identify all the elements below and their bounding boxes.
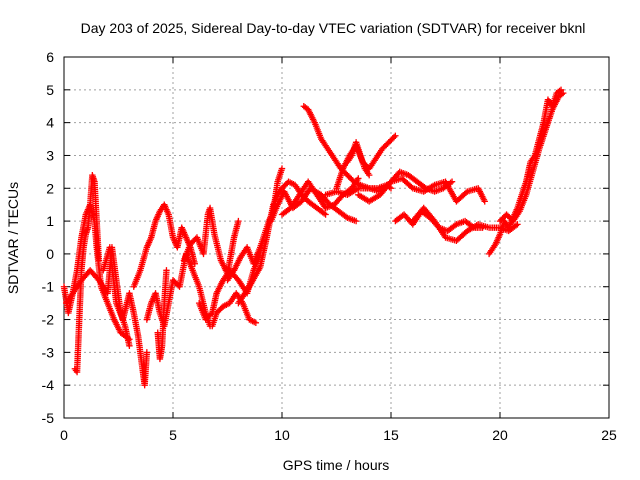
data-point: [556, 87, 563, 95]
axis-ticks: [63, 56, 610, 419]
data-point: [191, 260, 198, 267]
series-track-4: [100, 244, 151, 389]
y-tick-label: 0: [46, 246, 54, 262]
data-point: [235, 217, 242, 225]
chart-title: Day 203 of 2025, Sidereal Day-to-day VTE…: [81, 20, 586, 36]
series-track-2: [71, 171, 103, 376]
data-point: [387, 185, 395, 192]
y-tick-label: 5: [46, 82, 54, 98]
y-tick-label: 4: [46, 115, 54, 131]
series-track-23: [496, 89, 567, 225]
series-track-8: [180, 204, 242, 277]
y-tick-label: 2: [46, 180, 54, 196]
x-tick-label: 25: [601, 427, 617, 443]
data-point: [392, 132, 399, 139]
data-point: [512, 222, 520, 229]
data-point: [355, 175, 362, 182]
series-track-21: [409, 204, 521, 244]
x-tick-label: 0: [60, 427, 68, 443]
series-track-10: [209, 290, 260, 330]
data-point: [514, 221, 521, 228]
x-tick-label: 15: [383, 427, 399, 443]
y-tick-label: -5: [42, 410, 55, 426]
data-point: [143, 349, 151, 356]
y-tick-label: -2: [42, 312, 55, 328]
data-point: [366, 171, 373, 179]
series-track-12: [235, 178, 329, 307]
data-point: [320, 210, 328, 217]
data-point: [448, 178, 456, 185]
x-tick-label: 5: [169, 427, 177, 443]
axis-tick-labels: 0 5 10 15 20 25 -5 -4 -3 -2 -1 0 1 2 3 4 5 6: [42, 49, 617, 443]
data-point: [481, 198, 488, 205]
data-point: [95, 257, 103, 264]
y-tick-label: -1: [42, 279, 55, 295]
data-marks: [60, 86, 567, 389]
series-track-13: [267, 185, 360, 225]
y-tick-label: 1: [46, 213, 54, 229]
x-tick-label: 10: [274, 427, 290, 443]
y-tick-label: 3: [46, 147, 54, 163]
data-point: [390, 133, 398, 141]
series-track-15: [300, 103, 395, 192]
x-axis-title: GPS time / hours: [283, 457, 390, 473]
data-point: [558, 90, 565, 98]
series-track-7: [154, 267, 170, 363]
y-tick-label: -4: [42, 377, 55, 393]
series-track-5: [130, 201, 198, 290]
data-point: [163, 267, 170, 274]
series-track-19: [355, 175, 488, 205]
x-tick-label: 20: [492, 427, 508, 443]
plot-frame: [63, 56, 610, 419]
y-axis-title: SDTVAR / TECUs: [5, 182, 21, 294]
y-tick-label: -3: [42, 344, 55, 360]
data-point: [560, 89, 567, 97]
data-point: [322, 211, 329, 218]
data-point: [278, 165, 286, 172]
data-point: [252, 319, 260, 327]
data-point: [126, 342, 133, 349]
data-point: [557, 86, 565, 94]
series-track-17: [344, 139, 373, 179]
data-point: [352, 217, 360, 225]
y-tick-label: 6: [46, 49, 54, 65]
